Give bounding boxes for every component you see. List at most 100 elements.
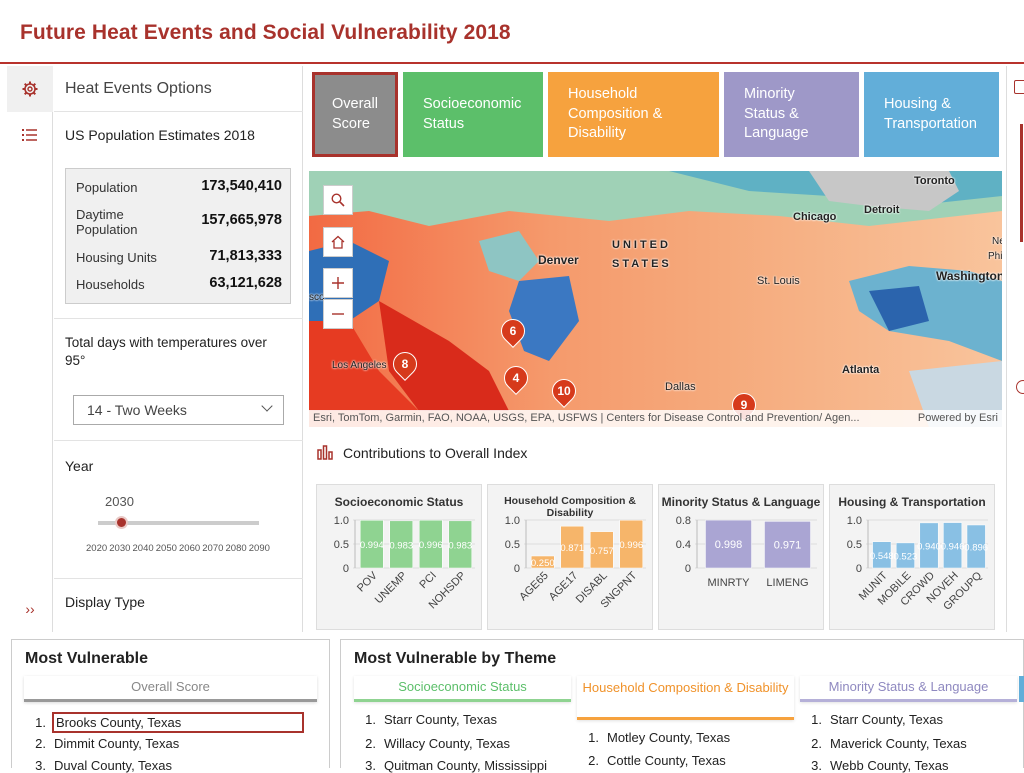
map-label: Toronto — [914, 175, 955, 187]
year-ticks: 2020 2030 2040 2050 2060 2070 2080 2090 — [86, 543, 272, 555]
theme-label: Housing & Transportation — [884, 96, 977, 132]
list-item[interactable]: 1. Motley County, Texas — [588, 730, 731, 745]
county-name: Willacy County, Texas — [384, 736, 510, 751]
right-edge-panel — [1006, 66, 1024, 632]
map-label: Atlanta — [842, 364, 880, 376]
chart-minority: Minority Status & Language 0.8 0.4 0 0.998 M… — [658, 484, 824, 630]
list-item[interactable]: 2. Dimmit County, Texas — [35, 736, 180, 751]
theme-label: Minority Status & Language — [744, 86, 809, 142]
expand-button[interactable]: ›› — [7, 586, 53, 632]
population-stats: Population 173,540,410 Daytime Populatio… — [65, 168, 291, 304]
options-header: Heat Events Options — [54, 66, 303, 112]
data-label: 0.983 — [448, 540, 472, 551]
double-chevron-right-icon: ›› — [25, 601, 35, 617]
scroll-indicator — [1020, 124, 1023, 242]
list-item[interactable]: 3. Webb County, Texas — [811, 758, 949, 773]
tab-socioeconomic[interactable]: Socioeconomic Status — [354, 676, 571, 702]
year-tick-label: 2030 — [109, 543, 131, 554]
map-zoom-in-button[interactable] — [323, 268, 353, 298]
chart-socioeconomic: Socioeconomic Status 1.0 0.5 0 0.994 POV 0.98… — [316, 484, 482, 630]
data-label: 0.250 — [531, 558, 555, 569]
bar — [764, 521, 811, 569]
county-name: Cottle County, Texas — [607, 753, 726, 768]
app-title: Future Heat Events and Social Vulnerabil… — [20, 21, 511, 44]
chart-svg: 0.8 0.4 0 0.998 MINRTY 0.971 LIMENG — [676, 515, 817, 589]
year-slider[interactable] — [98, 516, 259, 529]
y-tick-label: 0.5 — [847, 539, 862, 551]
map-view[interactable]: Toronto Chicago Detroit Denver UNITED ST… — [309, 171, 1002, 427]
year-tick-label: 2040 — [132, 543, 154, 554]
county-name: Brooks County, Texas — [52, 712, 304, 733]
tab-housing-edge[interactable] — [1019, 676, 1024, 702]
map-label: Phile — [988, 251, 1002, 262]
chart-svg: 1.00.500.548MUNIT0.523MOBILE0.940CROWD0.… — [847, 515, 988, 613]
county-name: Duval County, Texas — [54, 758, 173, 773]
stat-label: Population — [76, 180, 138, 195]
tab-minority[interactable]: Minority Status & Language — [800, 676, 1017, 702]
theme-housing-button[interactable]: Housing & Transportation — [864, 72, 999, 157]
settings-button[interactable] — [7, 66, 53, 112]
list-item[interactable]: 1. Starr County, Texas — [811, 712, 943, 727]
year-label: Year — [65, 458, 94, 474]
list-item[interactable]: 3. Duval County, Texas — [35, 758, 173, 773]
stat-value: 71,813,333 — [209, 248, 282, 264]
y-tick-label: 0.5 — [334, 539, 349, 551]
theme-overall-score-button[interactable]: Overall Score — [312, 72, 398, 157]
y-tick-label: 0.8 — [676, 515, 691, 527]
tab-household[interactable]: Household Composition & Disability — [577, 676, 794, 720]
y-tick-label: 0.5 — [505, 539, 520, 551]
list-item[interactable]: 3. Quitman County, Mississippi — [365, 758, 548, 773]
map-label: Washington — [936, 269, 1002, 283]
data-label: 0.757 — [590, 546, 614, 557]
year-tick-label: 2020 — [86, 543, 108, 554]
list-item[interactable]: 2. Willacy County, Texas — [365, 736, 510, 751]
contrib-heading: Contributions to Overall Index — [343, 445, 528, 461]
year-tick-label: 2090 — [248, 543, 270, 554]
panel-toggle-icon[interactable] — [1014, 80, 1024, 94]
options-heading: Heat Events Options — [65, 80, 212, 97]
x-tick-label: UNEMP — [373, 570, 410, 607]
days-select[interactable]: 14 - Two Weeks — [73, 395, 284, 425]
map-label: St. Louis — [757, 275, 800, 287]
bar — [530, 555, 555, 569]
map-zoom-out-button[interactable] — [323, 299, 353, 329]
stat-value: 157,665,978 — [201, 212, 282, 228]
theme-minority-button[interactable]: Minority Status & Language — [724, 72, 859, 157]
most-vulnerable-heading: Most Vulnerable — [25, 650, 148, 667]
map-home-button[interactable] — [323, 227, 353, 257]
county-name: Motley County, Texas — [607, 730, 731, 745]
list-item[interactable]: 2. Maverick County, Texas — [811, 736, 967, 751]
list-button[interactable] — [7, 112, 53, 158]
chart-svg: 1.00.500.994POV0.983UNEMP0.996PCI0.983NO… — [334, 515, 475, 611]
theme-label: Household Composition & Disability — [568, 86, 663, 142]
data-label: 0.983 — [389, 540, 413, 551]
divider — [54, 440, 303, 441]
pin-number: 10 — [557, 384, 571, 398]
y-tick-label: 0 — [685, 563, 691, 575]
theme-socioeconomic-button[interactable]: Socioeconomic Status — [403, 72, 543, 157]
chart-housing: Housing & Transportation 1.0 0.5 0 0.548 MUN… — [829, 484, 995, 630]
data-label: 0.548 — [870, 551, 894, 562]
list-icon — [22, 129, 37, 141]
map-search-button[interactable] — [323, 185, 353, 215]
list-item[interactable]: 1. Brooks County, Texas — [24, 712, 304, 733]
tab-overall-score[interactable]: Overall Score — [24, 676, 317, 702]
pin-number: 8 — [401, 357, 409, 371]
y-tick-label: 1.0 — [505, 515, 520, 527]
bar — [919, 522, 939, 569]
data-label: 0.994 — [360, 540, 384, 551]
list-item[interactable]: 1. Starr County, Texas — [365, 712, 497, 727]
chart-household: Household Composition & Disability 1.0 0.… — [487, 484, 653, 630]
gear-icon — [22, 81, 38, 97]
county-name: Starr County, Texas — [830, 712, 943, 727]
map-label: Los Angeles — [332, 360, 387, 371]
map-label: STATES — [612, 258, 672, 270]
theme-household-button[interactable]: Household Composition & Disability — [548, 72, 719, 157]
data-label: 0.946 — [941, 541, 965, 552]
year-tick-label: 2070 — [202, 543, 224, 554]
list-item[interactable]: 2. Cottle County, Texas — [588, 753, 726, 768]
year-slider-thumb[interactable] — [115, 516, 129, 529]
map-canvas — [309, 171, 1002, 427]
data-label: 0.998 — [715, 539, 743, 551]
minus-icon — [332, 313, 344, 315]
